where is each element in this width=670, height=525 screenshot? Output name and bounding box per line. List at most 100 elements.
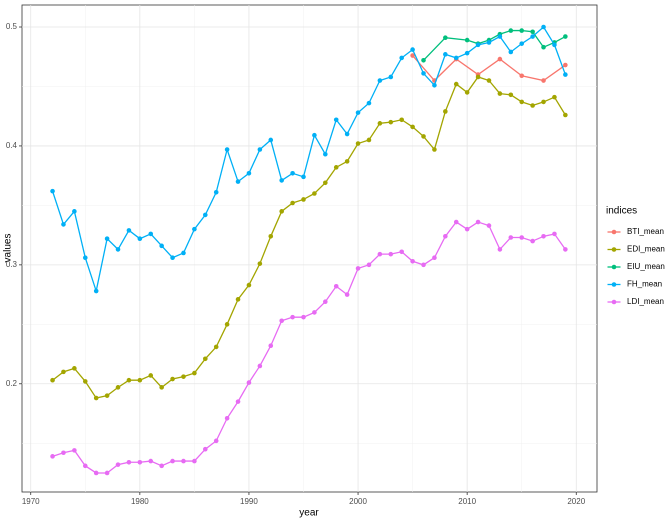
point — [213, 438, 219, 444]
point — [399, 249, 404, 255]
point — [410, 258, 415, 264]
point — [268, 137, 274, 143]
point — [93, 288, 99, 294]
legend-label: LDI_mean — [627, 297, 664, 306]
point — [388, 119, 394, 125]
point — [323, 299, 328, 305]
point — [115, 385, 121, 390]
point — [170, 376, 175, 382]
point — [519, 28, 525, 33]
point — [115, 247, 121, 252]
point — [443, 234, 448, 239]
y-tick-label: 0.4 — [6, 141, 18, 150]
point — [323, 151, 328, 157]
point — [159, 463, 164, 469]
point — [541, 78, 546, 83]
point — [192, 226, 197, 232]
point — [268, 234, 274, 239]
point — [235, 179, 241, 184]
point — [333, 283, 339, 289]
point — [257, 363, 263, 369]
point — [486, 40, 492, 45]
point — [224, 147, 230, 152]
point — [410, 53, 415, 58]
x-axis-label: year — [299, 508, 319, 519]
point — [72, 366, 77, 371]
point — [50, 188, 55, 194]
point — [410, 47, 415, 52]
x-tick-label: 2020 — [567, 497, 585, 506]
point — [486, 223, 492, 228]
point — [421, 71, 426, 76]
point — [497, 34, 503, 39]
point — [61, 369, 66, 375]
point — [301, 314, 306, 320]
point — [72, 209, 77, 214]
point — [421, 262, 426, 268]
point — [61, 222, 66, 227]
point — [279, 209, 284, 214]
point — [192, 458, 197, 464]
point — [312, 132, 317, 138]
point — [104, 470, 110, 476]
legend-label: BTI_mean — [627, 227, 664, 236]
legend-point — [611, 229, 617, 235]
point — [312, 310, 317, 315]
x-tick-label: 2010 — [458, 497, 476, 506]
point — [82, 463, 88, 469]
point — [159, 243, 164, 249]
point — [497, 91, 503, 96]
point — [181, 374, 186, 379]
point — [93, 395, 99, 401]
legend-label: FH_mean — [627, 280, 662, 289]
point — [366, 262, 372, 268]
point — [563, 72, 568, 77]
point — [82, 379, 88, 384]
point — [203, 356, 208, 362]
x-tick-label: 1970 — [22, 497, 40, 506]
grid — [22, 5, 597, 492]
point — [290, 314, 295, 320]
point — [563, 34, 568, 39]
point — [235, 399, 241, 404]
point — [213, 344, 219, 350]
point — [377, 251, 383, 257]
point — [82, 255, 88, 261]
point — [115, 462, 121, 467]
point — [552, 94, 557, 100]
series-line — [412, 55, 566, 82]
point — [333, 165, 339, 170]
point — [181, 250, 186, 256]
point — [170, 458, 175, 464]
point — [366, 137, 372, 143]
point — [246, 380, 252, 385]
point — [486, 78, 492, 83]
point — [257, 261, 263, 266]
point — [224, 322, 230, 327]
point — [377, 78, 383, 83]
point — [148, 373, 154, 378]
point — [181, 458, 186, 464]
point — [519, 235, 525, 240]
y-tick-label: 0.3 — [6, 260, 18, 269]
point — [355, 110, 361, 115]
point — [137, 236, 143, 241]
point — [530, 103, 535, 108]
point — [279, 178, 284, 183]
point — [72, 448, 77, 453]
point — [552, 231, 557, 237]
point — [443, 35, 448, 41]
point — [453, 55, 459, 61]
point — [61, 450, 66, 456]
point — [246, 282, 252, 288]
point — [290, 200, 295, 206]
point — [312, 191, 317, 196]
legend-point — [611, 247, 617, 252]
point — [137, 377, 143, 383]
point — [93, 470, 99, 476]
x-tick-label: 1990 — [240, 497, 258, 506]
point — [137, 459, 143, 465]
point — [497, 56, 503, 62]
point — [552, 42, 557, 48]
point — [508, 235, 514, 240]
